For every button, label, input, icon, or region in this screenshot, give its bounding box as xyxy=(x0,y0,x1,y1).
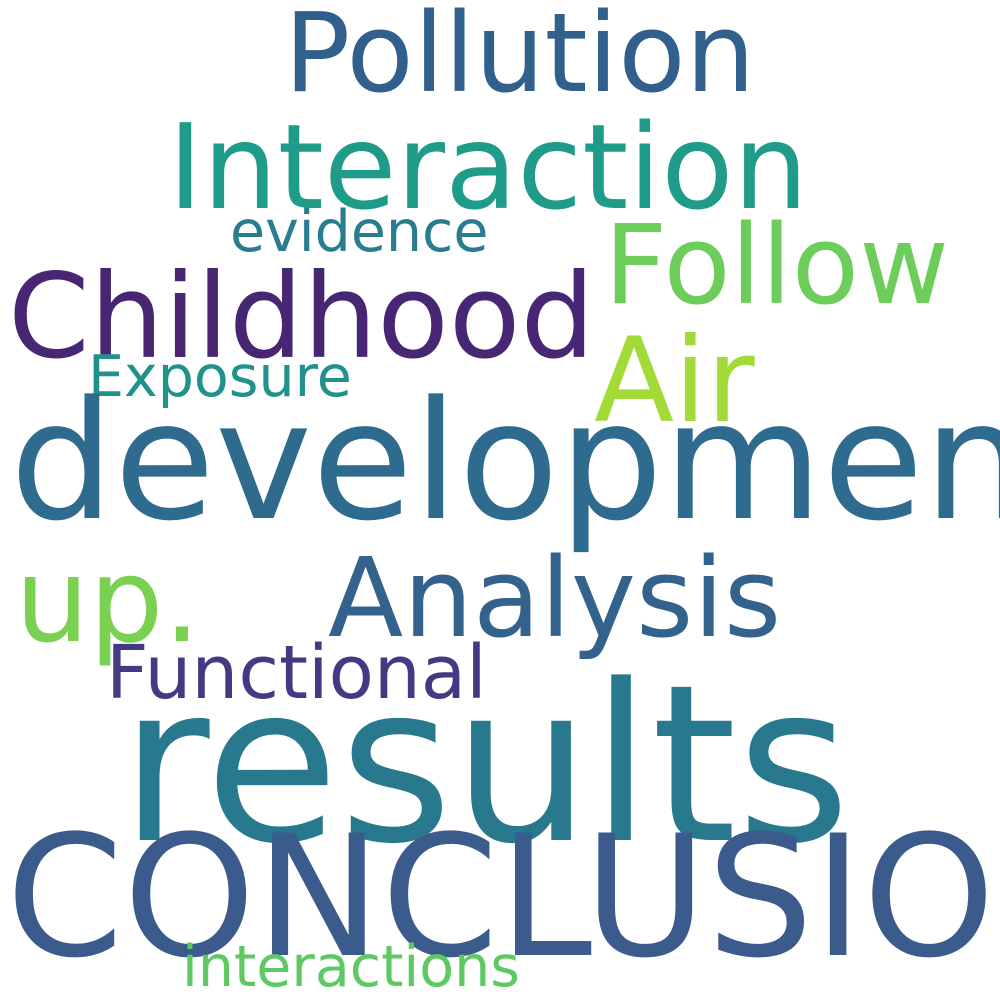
word-exposure: Exposure xyxy=(88,344,352,410)
word-evidence: evidence xyxy=(230,199,489,265)
word-interactions: interactions xyxy=(182,934,520,1000)
word-air: Air xyxy=(594,312,755,449)
word-analysis: Analysis xyxy=(328,534,782,662)
word-interaction: Interaction xyxy=(168,98,809,236)
word-functional: Functional xyxy=(106,630,487,716)
word-results: results xyxy=(120,639,851,892)
word-conclusions: CONCLUSIONS xyxy=(6,799,1000,995)
word-follow: Follow xyxy=(604,201,950,329)
word-up: up. xyxy=(15,532,201,669)
word-childhood: Childhood xyxy=(8,248,595,385)
word-pollution: Pollution xyxy=(284,0,756,117)
word-development: development xyxy=(10,366,1000,557)
